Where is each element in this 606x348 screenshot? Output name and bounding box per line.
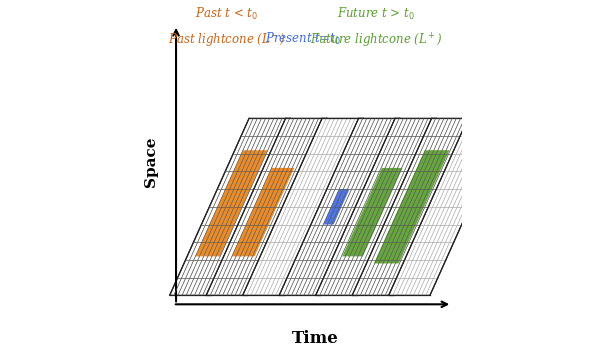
Text: Time: Time [292, 330, 339, 347]
Text: Present t=t$_0$: Present t=t$_0$ [265, 31, 341, 47]
Polygon shape [279, 118, 400, 295]
Polygon shape [316, 118, 436, 295]
Polygon shape [195, 150, 268, 256]
Polygon shape [170, 118, 290, 295]
Polygon shape [342, 168, 402, 256]
Text: Space: Space [144, 136, 158, 187]
Polygon shape [242, 118, 364, 295]
Polygon shape [232, 168, 295, 256]
Text: Future t > t$_0$: Future t > t$_0$ [337, 6, 415, 22]
Polygon shape [374, 150, 450, 263]
Polygon shape [324, 189, 350, 224]
Text: Past lightcone (L$^-$): Past lightcone (L$^-$) [168, 31, 286, 48]
Polygon shape [388, 118, 509, 295]
Polygon shape [206, 118, 327, 295]
Polygon shape [352, 118, 473, 295]
Text: Past t < t$_0$: Past t < t$_0$ [195, 6, 258, 22]
Text: Future lightcone (L$^+$): Future lightcone (L$^+$) [310, 31, 442, 50]
